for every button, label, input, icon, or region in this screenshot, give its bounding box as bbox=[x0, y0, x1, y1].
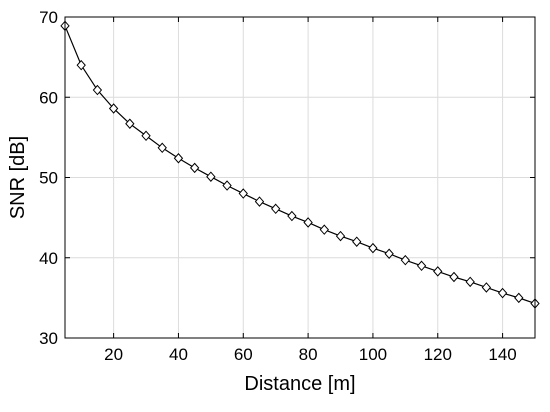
data-point-marker bbox=[514, 292, 524, 304]
data-point-marker bbox=[141, 130, 151, 142]
series-line bbox=[64, 25, 536, 305]
y-tick-label: 40 bbox=[39, 249, 58, 268]
data-point-marker bbox=[303, 217, 313, 228]
data-point-marker bbox=[449, 271, 459, 283]
data-point-marker bbox=[400, 254, 411, 266]
data-point-marker bbox=[384, 248, 394, 259]
data-point-marker bbox=[189, 162, 200, 174]
line-layer bbox=[64, 25, 536, 305]
marker-layer bbox=[60, 20, 540, 309]
x-tick-label: 80 bbox=[299, 345, 318, 364]
x-tick-label: 20 bbox=[104, 345, 123, 364]
x-tick-label: 120 bbox=[424, 345, 452, 364]
x-tick-label: 100 bbox=[359, 345, 387, 364]
axis-layer: 20 40 60 80 100 120 140 30 40 50 60 70 bbox=[39, 8, 535, 364]
x-tick-label: 140 bbox=[488, 345, 516, 364]
data-point-marker bbox=[433, 266, 443, 277]
y-tick-label: 30 bbox=[39, 329, 58, 348]
data-point-marker bbox=[157, 142, 167, 154]
x-tick-label: 40 bbox=[169, 345, 188, 364]
data-point-marker bbox=[92, 84, 103, 96]
data-point-marker bbox=[481, 282, 492, 293]
x-axis-label: Distance [m] bbox=[244, 373, 355, 395]
data-point-marker bbox=[368, 242, 378, 254]
data-point-marker bbox=[254, 196, 265, 207]
grid-layer bbox=[65, 16, 535, 339]
data-point-marker bbox=[287, 210, 297, 222]
data-point-marker bbox=[352, 236, 362, 247]
y-tick-label: 60 bbox=[39, 88, 58, 107]
data-point-marker bbox=[108, 103, 119, 114]
data-point-marker bbox=[416, 260, 427, 272]
data-point-marker bbox=[497, 287, 508, 299]
data-point-marker bbox=[206, 171, 216, 182]
data-point-marker bbox=[76, 59, 86, 71]
data-point-marker bbox=[238, 188, 248, 199]
y-tick-label: 70 bbox=[39, 8, 58, 27]
data-point-marker bbox=[465, 276, 475, 288]
x-tick-label: 60 bbox=[234, 345, 253, 364]
data-point-marker bbox=[125, 118, 135, 129]
y-tick-label: 50 bbox=[39, 169, 58, 188]
data-point-marker bbox=[319, 224, 329, 235]
data-point-marker bbox=[271, 203, 281, 215]
data-point-marker bbox=[173, 152, 184, 164]
y-axis-label: SNR [dB] bbox=[7, 136, 29, 219]
data-point-marker bbox=[335, 230, 346, 242]
data-point-marker bbox=[222, 180, 232, 191]
